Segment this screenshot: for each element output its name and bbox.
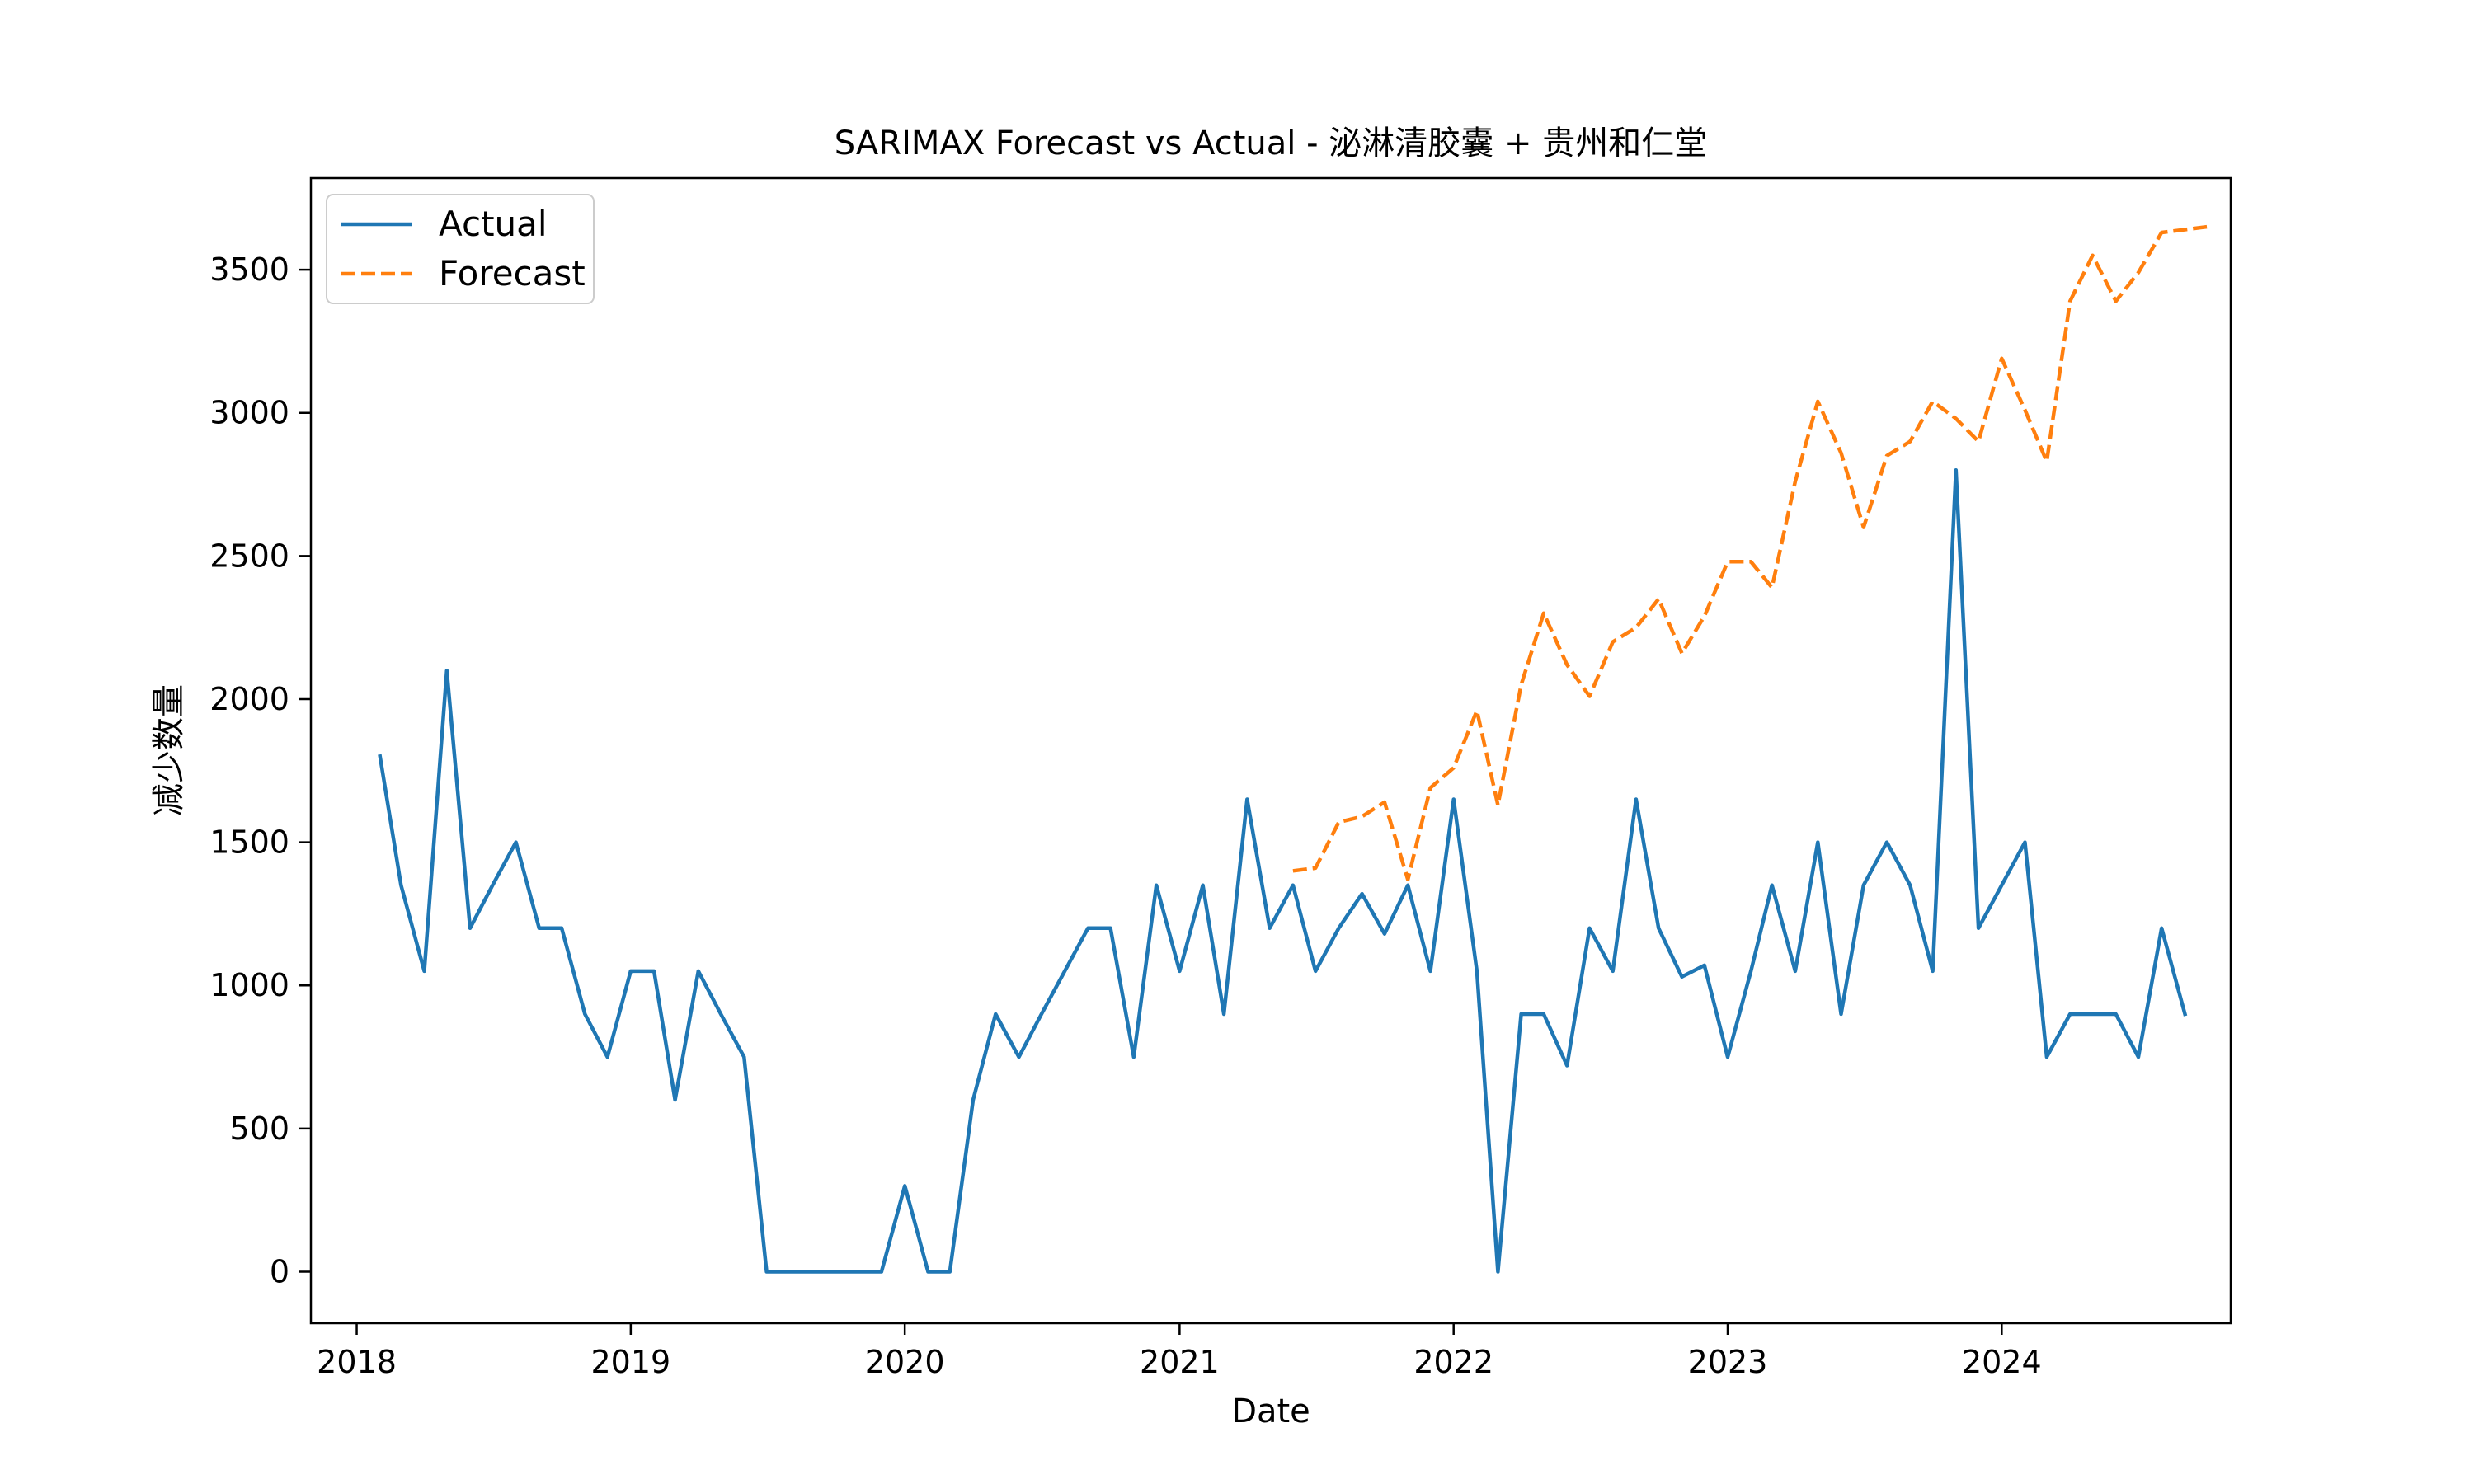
series-line-actual — [378, 467, 2188, 1274]
legend-box — [326, 194, 595, 304]
x-tick-label: 2022 — [1413, 1344, 1493, 1380]
x-tick-label: 2023 — [1688, 1344, 1768, 1380]
series-line-forecast — [1292, 224, 2208, 882]
y-axis-label: 减少数量 — [150, 684, 188, 816]
y-tick-label: 3500 — [209, 251, 289, 288]
y-tick-label: 2000 — [209, 681, 289, 717]
plot-frame — [309, 176, 2232, 1325]
legend-label-actual: Actual — [439, 204, 548, 244]
chart-title: SARIMAX Forecast vs Actual - 泌淋清胶囊 + 贵州和… — [835, 124, 1707, 162]
y-axis: 0 500 1000 1500 2000 2500 3000 3500 — [209, 251, 311, 1289]
y-tick-label: 3000 — [209, 395, 289, 431]
y-tick-label: 0 — [270, 1253, 289, 1289]
x-tick-label: 2024 — [1962, 1344, 2042, 1380]
y-tick-label: 500 — [229, 1111, 289, 1147]
y-tick-label: 1000 — [209, 967, 289, 1003]
legend: Actual Forecast — [326, 194, 595, 304]
x-axis-label: Date — [1231, 1392, 1310, 1430]
x-tick-label: 2021 — [1140, 1344, 1220, 1380]
series-layer — [378, 224, 2208, 1274]
legend-label-forecast: Forecast — [439, 253, 586, 294]
x-tick-label: 2019 — [590, 1344, 670, 1380]
y-tick-label: 1500 — [209, 824, 289, 861]
x-tick-label: 2018 — [317, 1344, 397, 1380]
x-axis: 2018 2019 2020 2021 2022 2023 2024 — [317, 1323, 2042, 1380]
x-tick-label: 2020 — [865, 1344, 945, 1380]
y-tick-label: 2500 — [209, 538, 289, 574]
